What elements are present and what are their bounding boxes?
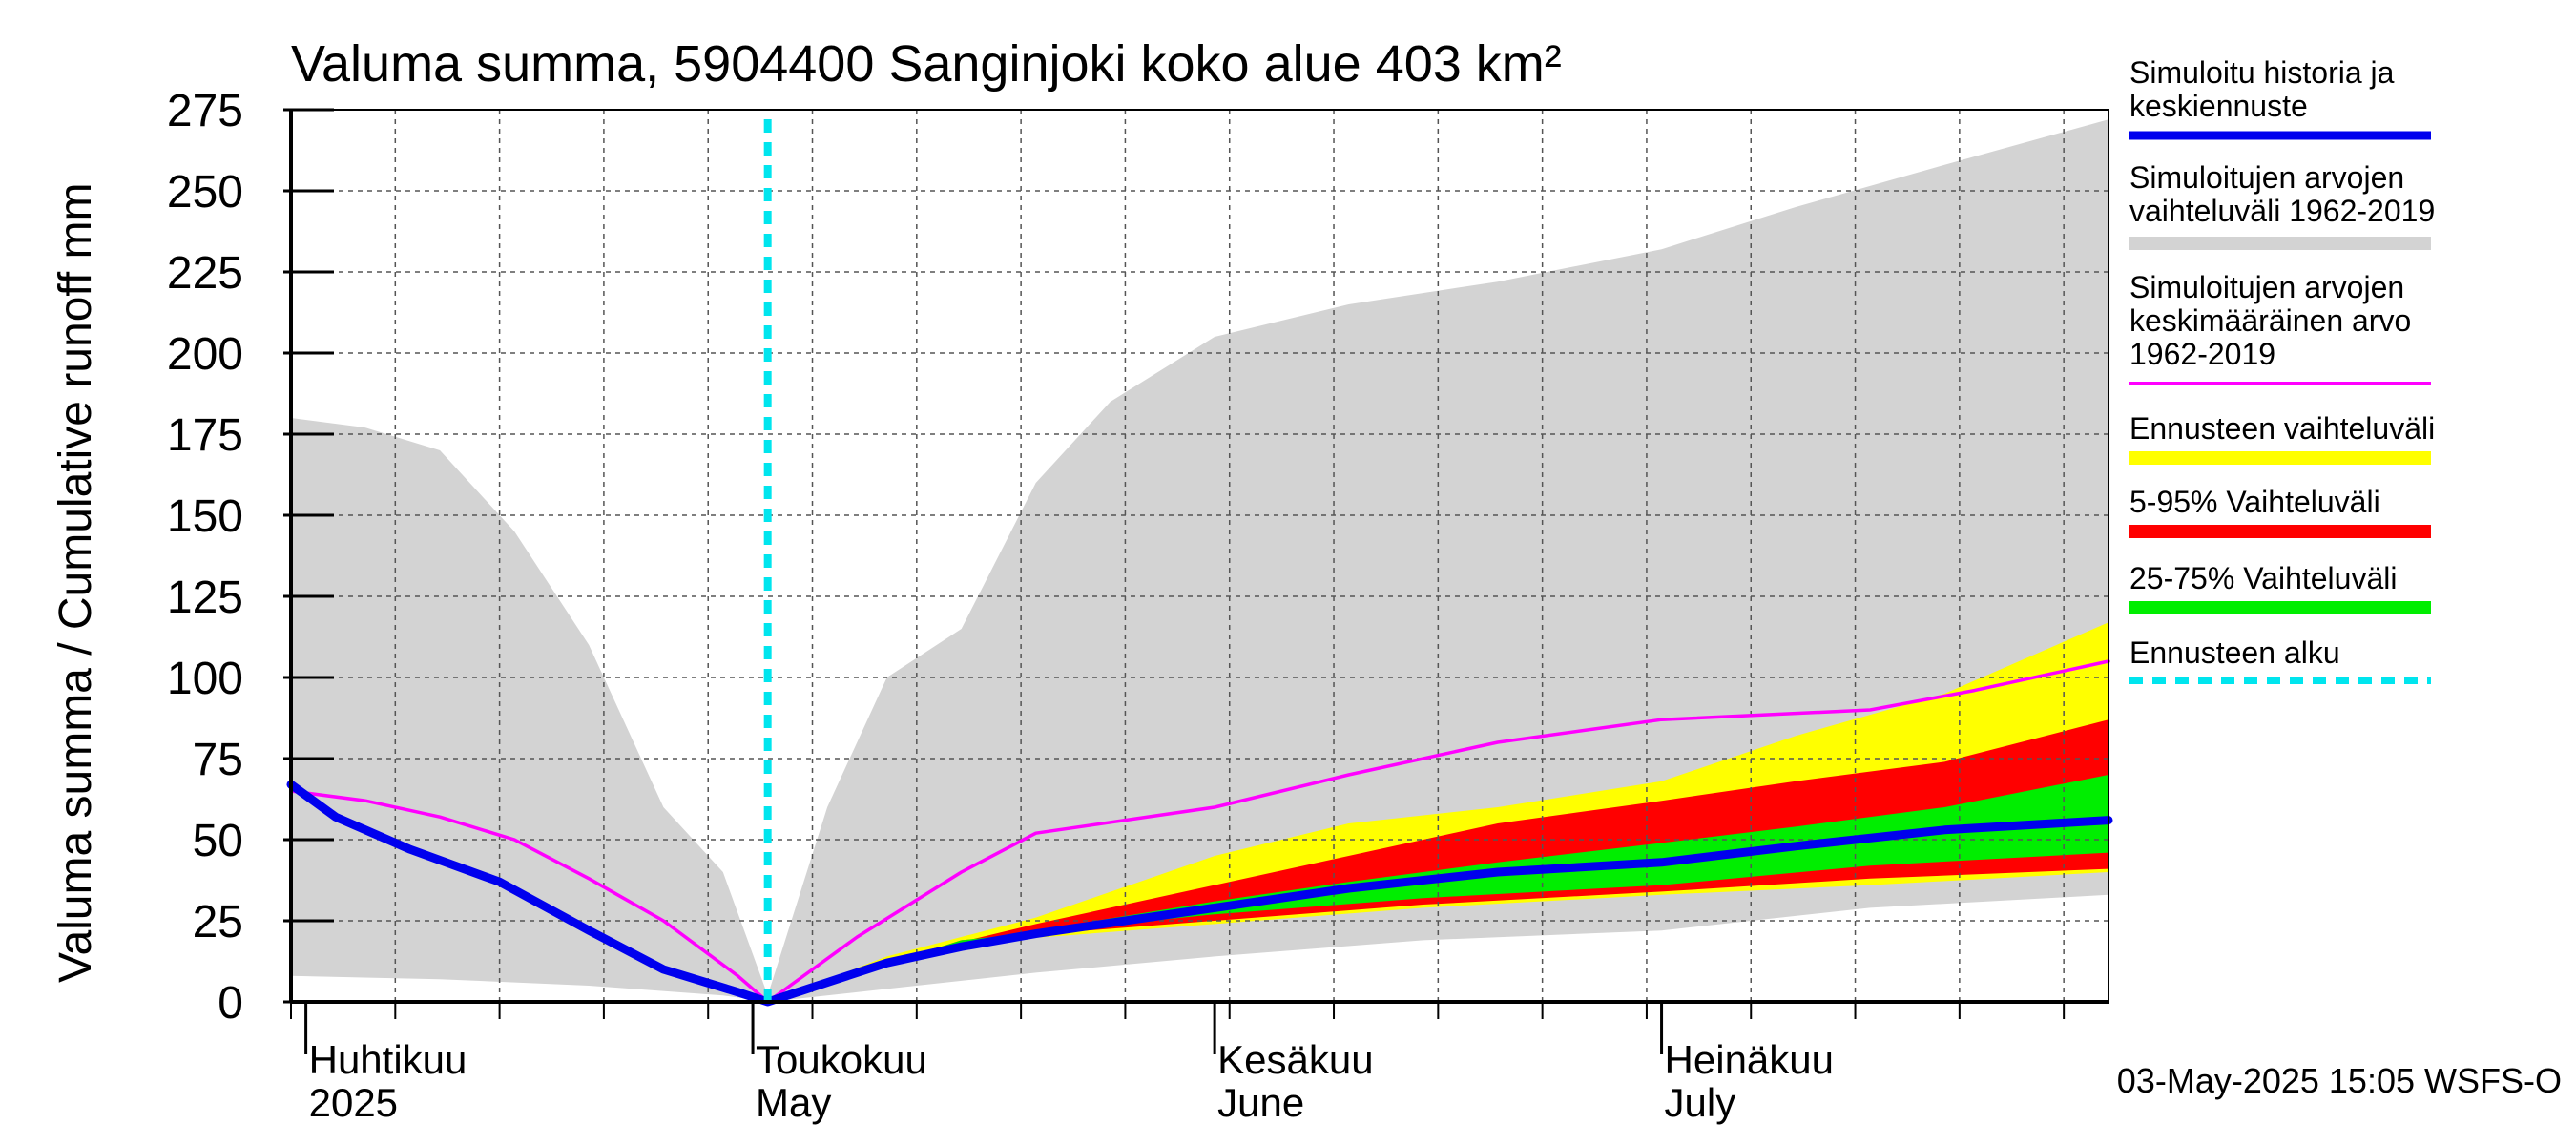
y-tick-label: 175 bbox=[167, 410, 243, 461]
forecast-range-band bbox=[767, 622, 2109, 1002]
x-month-label-en: July bbox=[1665, 1080, 1736, 1125]
x-month-label: Kesäkuu bbox=[1217, 1037, 1373, 1082]
y-tick-label: 275 bbox=[167, 86, 243, 136]
y-tick-label: 25 bbox=[193, 897, 243, 947]
mean-simulated-line bbox=[289, 659, 2110, 1004]
simulated-range-band bbox=[291, 119, 2109, 1002]
legend-label: keskimääräinen arvo bbox=[2129, 303, 2411, 338]
x-month-label: Toukokuu bbox=[756, 1037, 927, 1082]
y-tick-label: 50 bbox=[193, 816, 243, 866]
x-month-label: Heinäkuu bbox=[1665, 1037, 1834, 1082]
y-tick-label: 200 bbox=[167, 329, 243, 380]
legend-label: 25-75% Vaihteluväli bbox=[2129, 561, 2397, 595]
legend-label: Ennusteen vaihteluväli bbox=[2129, 411, 2435, 446]
legend-label: Simuloitu historia ja bbox=[2129, 55, 2395, 90]
y-tick-label: 75 bbox=[193, 735, 243, 785]
y-tick-label: 150 bbox=[167, 491, 243, 542]
y-tick-label: 250 bbox=[167, 167, 243, 218]
legend-label: vaihteluväli 1962-2019 bbox=[2129, 194, 2435, 228]
x-month-label-en: May bbox=[756, 1080, 831, 1125]
x-month-label-en: June bbox=[1217, 1080, 1304, 1125]
legend-label: Simuloitujen arvojen bbox=[2129, 160, 2404, 195]
legend-label: keskiennuste bbox=[2129, 89, 2308, 123]
footer-timestamp: 03-May-2025 15:05 WSFS-O bbox=[2117, 1061, 2562, 1100]
y-tick-label: 0 bbox=[218, 978, 243, 1029]
legend-label: 5-95% Vaihteluväli bbox=[2129, 485, 2380, 519]
legend-label: Simuloitujen arvojen bbox=[2129, 270, 2404, 304]
x-month-label: Huhtikuu bbox=[309, 1037, 467, 1082]
chart-title: Valuma summa, 5904400 Sanginjoki koko al… bbox=[291, 35, 1562, 93]
history-forecast-line bbox=[286, 780, 2113, 1007]
y-tick-label: 100 bbox=[167, 654, 243, 704]
y-axis: 0 25 50 75 100 125 150 175 200 225 250 275 bbox=[167, 86, 334, 1029]
x-month-label-en: 2025 bbox=[309, 1080, 398, 1125]
range-25-75-band bbox=[767, 775, 2109, 1002]
range-5-95-band bbox=[767, 719, 2109, 1002]
y-tick-label: 225 bbox=[167, 248, 243, 299]
y-tick-label: 125 bbox=[167, 572, 243, 623]
plot-area bbox=[286, 109, 2113, 1007]
legend-label: Ennusteen alku bbox=[2129, 635, 2340, 670]
y-axis-label: Valuma summa / Cumulative runoff mm bbox=[51, 183, 101, 984]
legend-label: 1962-2019 bbox=[2129, 337, 2275, 371]
